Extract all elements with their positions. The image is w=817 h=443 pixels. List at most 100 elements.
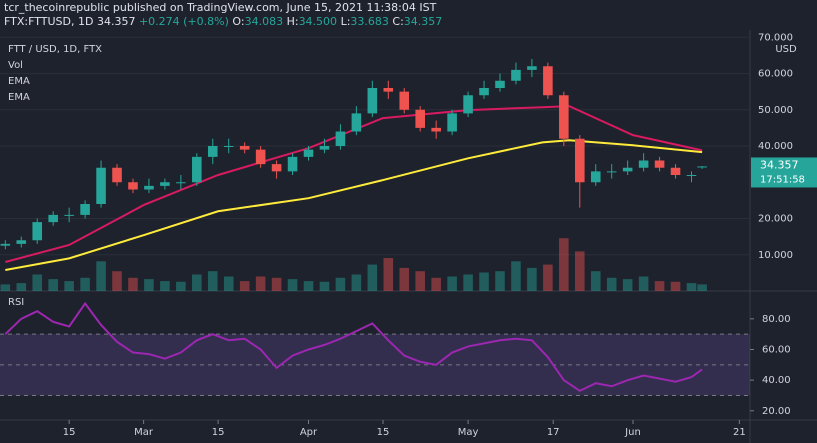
candle-body [638, 160, 649, 168]
volume-bar [16, 283, 27, 291]
volume-bar [160, 281, 170, 291]
volume-bar [223, 276, 234, 291]
volume-bar [463, 274, 473, 291]
candle-body [319, 146, 330, 150]
candle-body [654, 160, 665, 168]
volume-bar [447, 276, 457, 291]
volume-bar [654, 281, 665, 291]
o-value: 34.083 [245, 15, 284, 28]
candle-body [367, 88, 378, 114]
x-tick-label: 15 [63, 427, 76, 438]
y-tick-label: 50.000 [758, 105, 793, 116]
legend-ema: EMA [8, 76, 30, 87]
candle-body [511, 69, 521, 81]
y-tick-label: 40.000 [758, 141, 793, 152]
rsi-line [4, 301, 703, 393]
candle-body [128, 182, 138, 190]
candle-body [271, 164, 282, 172]
volume-bar [622, 279, 633, 291]
volume-bar [670, 281, 681, 291]
volume-bar [559, 238, 569, 291]
candle-body [399, 91, 410, 110]
candle-body [255, 149, 266, 165]
volume-bar [64, 281, 74, 291]
candle-body [160, 182, 170, 186]
volume-bar [543, 264, 553, 291]
currency: USD [775, 44, 797, 55]
volume-bar [527, 267, 537, 291]
legend-rsi: RSI [8, 297, 24, 308]
y-tick-label: 20.00 [762, 406, 791, 417]
volume-bar [590, 271, 601, 291]
h-label: H: [287, 15, 299, 28]
volume-bar [638, 276, 649, 291]
volume-bar [176, 281, 186, 291]
candle-body [287, 156, 298, 172]
c-value: 34.357 [404, 15, 443, 28]
y-tick-label: 40.00 [762, 375, 791, 386]
candle-body [16, 240, 27, 244]
candle-body [543, 66, 553, 96]
candle-body [559, 95, 569, 139]
candle-body [415, 109, 425, 128]
volume-bar [415, 271, 425, 291]
ema-line [5, 139, 703, 271]
candle-body [431, 127, 441, 132]
candle-body [223, 146, 234, 147]
h-value: 34.500 [299, 15, 338, 28]
l-value: 33.683 [350, 15, 389, 28]
x-tick-label: 15 [212, 427, 225, 438]
candle-body [670, 167, 681, 175]
y-tick-label: 10.000 [758, 250, 793, 261]
x-tick-label: May [458, 427, 479, 438]
l-label: L: [341, 15, 351, 28]
y-tick-label: 20.000 [758, 214, 793, 225]
volume-bar [511, 261, 521, 291]
volume-bar [255, 276, 266, 291]
legend-title: FTT / USD, 1D, FTX [8, 44, 102, 55]
x-tick-label: Apr [300, 427, 318, 438]
candle-body [590, 171, 601, 183]
last-price-box [751, 157, 817, 188]
last-price: 34.357 [760, 158, 799, 171]
y-tick-label: 60.00 [762, 344, 791, 355]
candle-body [0, 243, 11, 246]
x-tick-label: 15 [377, 427, 390, 438]
y-tick-label: 70.000 [758, 32, 793, 43]
volume-bar [495, 271, 505, 291]
volume-bar [192, 274, 202, 291]
candle-body [622, 167, 633, 172]
volume-bar [399, 267, 410, 291]
candle-body [527, 66, 537, 70]
volume-bar [112, 271, 122, 291]
candle-body [80, 204, 90, 215]
volume-bar [0, 284, 11, 291]
candle-body [303, 149, 314, 157]
volume-bar [575, 251, 585, 291]
volume-bar [32, 274, 43, 291]
candle-body [207, 146, 218, 157]
c-label: C: [392, 15, 403, 28]
candle-body [686, 175, 697, 176]
last-time: 17:51:58 [760, 174, 805, 185]
volume-bar [367, 264, 378, 291]
candle-body [239, 146, 250, 150]
publisher: tcr_thecoinrepublic published on Trading… [4, 1, 437, 14]
candle-body [479, 88, 489, 96]
volume-bar [479, 272, 489, 291]
candle-body [335, 131, 346, 146]
y-tick-label: 60.000 [758, 69, 793, 80]
volume-bar [606, 277, 617, 291]
volume-bar [686, 283, 697, 291]
x-tick-label: Jun [624, 427, 641, 438]
volume-bar [80, 277, 90, 291]
volume-bar [303, 281, 314, 291]
candle-body [48, 214, 58, 223]
volume-bar [287, 279, 298, 291]
candle-body [112, 167, 122, 183]
x-tick-label: 17 [547, 427, 560, 438]
candle-body [32, 222, 43, 241]
candle-body [144, 185, 154, 190]
